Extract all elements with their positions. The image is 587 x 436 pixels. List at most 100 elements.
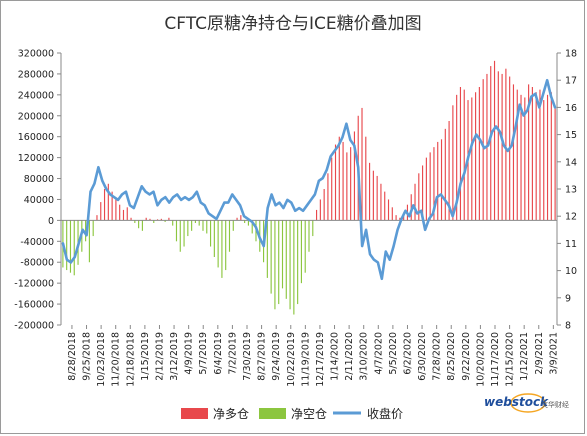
legend: 净多仓 净空仓 收盘价 xyxy=(181,406,403,421)
net-long-bar xyxy=(115,199,117,221)
net-long-bar xyxy=(319,199,321,221)
net-long-bar xyxy=(531,87,533,221)
net-long-bar xyxy=(149,218,151,221)
x-axis-tick-label: 10/22/2019 xyxy=(286,332,297,387)
net-long-bar xyxy=(429,152,431,221)
net-short-bar xyxy=(202,220,204,231)
watermark-logo: webstock 文华财经 xyxy=(484,393,569,413)
x-axis-tick-label: 12/18/2018 xyxy=(125,332,136,387)
right-y-axis: 18 17 16 15 14 13 12 11 10 9 8 xyxy=(556,49,577,332)
net-short-bar xyxy=(308,220,310,252)
net-long-bar xyxy=(448,121,450,221)
x-axis-tick-label: 2/11/2020 xyxy=(344,332,355,381)
net-long-bar xyxy=(160,218,162,221)
net-short-bar xyxy=(183,220,185,247)
x-axis-tick-label: 3/12/2019 xyxy=(169,332,180,381)
x-axis-tick-label: 9/25/2018 xyxy=(82,332,93,381)
net-long-bar xyxy=(437,141,439,221)
right-axis-tick-label: 16 xyxy=(565,103,577,114)
legend-item-price[interactable]: 收盘价 xyxy=(333,406,403,421)
net-short-bar xyxy=(134,220,136,223)
net-long-bar xyxy=(111,191,113,221)
net-short-bar xyxy=(198,220,200,226)
x-axis-tick-label: 8/28/2018 xyxy=(67,332,78,381)
net-short-bar xyxy=(225,220,227,271)
x-axis-tick-label: 7/28/2020 xyxy=(432,332,443,381)
legend-label-long: 净多仓 xyxy=(213,407,249,421)
watermark-brand: webstock xyxy=(484,395,549,409)
net-long-bar xyxy=(130,217,132,221)
x-axis-tick-label: 11/20/2018 xyxy=(111,332,122,387)
net-long-bar xyxy=(516,89,518,221)
right-axis-tick-label: 14 xyxy=(565,157,577,168)
net-long-bar xyxy=(535,92,537,221)
net-short-bar xyxy=(217,220,219,268)
net-long-bar xyxy=(387,199,390,221)
left-axis-tick-label: 0 xyxy=(48,216,54,227)
right-axis-tick-label: 17 xyxy=(565,76,577,87)
chart-title: CFTC原糖净持仓与ICE糖价叠加图 xyxy=(164,14,421,34)
net-long-bar xyxy=(240,215,242,221)
net-long-bar xyxy=(512,84,515,221)
net-long-bar xyxy=(361,107,363,221)
net-long-bar xyxy=(550,92,552,221)
net-short-bar xyxy=(179,220,181,252)
net-long-bar xyxy=(100,202,102,221)
x-axis-tick-label: 12/15/2020 xyxy=(505,332,516,387)
legend-item-short[interactable]: 净空仓 xyxy=(259,407,327,421)
net-short-bar xyxy=(221,220,223,278)
net-short-bar xyxy=(138,220,140,229)
x-axis-tick-label: 10/23/2018 xyxy=(96,332,107,387)
net-long-bar xyxy=(323,189,325,221)
right-axis-tick-label: 11 xyxy=(565,239,577,250)
net-short-bar xyxy=(175,220,178,242)
net-short-bar xyxy=(247,220,249,226)
net-short-bar xyxy=(206,220,208,234)
net-long-bar xyxy=(376,175,378,221)
left-axis-tick-label: 320000 xyxy=(18,49,54,60)
net-short-bar xyxy=(244,220,246,223)
net-long-bar xyxy=(236,217,238,221)
net-short-bar xyxy=(194,220,196,223)
net-long-bar xyxy=(168,217,170,221)
net-long-bar xyxy=(145,217,147,221)
net-short-bar xyxy=(228,220,231,252)
net-long-bar xyxy=(471,97,473,221)
net-long-bar xyxy=(96,215,98,221)
net-long-bar xyxy=(497,71,499,221)
right-axis-tick-label: 18 xyxy=(565,49,577,60)
net-long-bar xyxy=(543,100,545,221)
close-price-line xyxy=(61,78,557,281)
x-axis-tick-label: 8/27/2019 xyxy=(257,332,268,381)
net-long-bar xyxy=(331,157,333,221)
net-short-bar xyxy=(251,220,253,234)
net-long-bar xyxy=(520,94,522,221)
net-long-bar xyxy=(422,165,424,221)
net-short-bar xyxy=(281,220,284,289)
net-long-bar xyxy=(384,191,386,221)
net-short-bar xyxy=(232,220,234,231)
net-long-bar xyxy=(342,141,344,221)
net-long-bar xyxy=(459,87,462,221)
x-axis-tick-label: 12/17/2019 xyxy=(315,332,326,387)
net-long-bar xyxy=(334,144,337,221)
net-long-bar xyxy=(395,215,397,221)
net-long-bar xyxy=(391,207,393,221)
net-long-bar xyxy=(122,209,125,221)
legend-item-long[interactable]: 净多仓 xyxy=(181,407,249,421)
legend-swatch-short xyxy=(259,408,286,419)
left-axis-tick-label: 80000 xyxy=(24,174,54,185)
left-axis-tick-label: 200000 xyxy=(18,111,54,122)
net-long-bar xyxy=(399,217,401,221)
left-axis-tick-label: 40000 xyxy=(24,195,54,206)
right-axis-tick-label: 13 xyxy=(565,185,577,196)
net-long-bar xyxy=(365,136,367,221)
x-axis-tick-label: 4/9/2019 xyxy=(184,332,195,375)
x-axis-tick-label: 2/9/2021 xyxy=(534,332,545,375)
legend-label-short: 净空仓 xyxy=(291,407,327,421)
x-axis-tick-label: 1/15/2019 xyxy=(140,332,151,381)
net-long-bar xyxy=(528,84,530,221)
net-long-bar xyxy=(524,97,526,221)
net-long-bar xyxy=(444,128,446,221)
